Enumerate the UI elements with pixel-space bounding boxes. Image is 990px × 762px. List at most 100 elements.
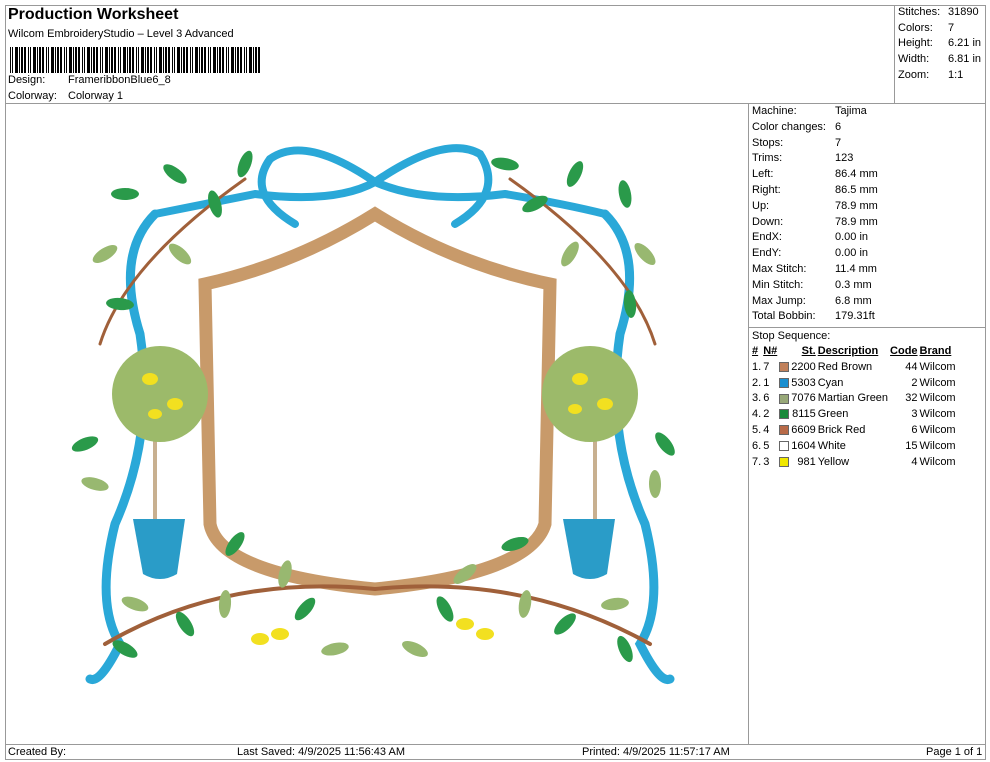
leaf bbox=[175, 611, 195, 637]
machine-value: 7 bbox=[835, 136, 842, 149]
barcode-bar bbox=[41, 47, 44, 73]
stitch-code: 1604 bbox=[791, 439, 816, 452]
stitch-code: 7076 bbox=[791, 392, 816, 405]
design-name: FrameribbonBlue6_8 bbox=[68, 74, 171, 86]
barcode-bar bbox=[213, 47, 216, 73]
stitch-code: 8115 bbox=[792, 408, 816, 421]
machine-value: 0.3 mm bbox=[835, 278, 872, 291]
leaf bbox=[522, 195, 548, 213]
stat-value: 6.81 in bbox=[948, 53, 982, 66]
leaf bbox=[501, 536, 529, 552]
stat-label: Colors: bbox=[898, 21, 933, 34]
barcode-bar bbox=[21, 47, 23, 73]
barcode-bar bbox=[77, 47, 80, 73]
machine-row: Trims: 123 bbox=[749, 151, 986, 167]
color-swatch bbox=[779, 409, 790, 420]
thread-code: 3 bbox=[911, 408, 918, 421]
colorway-label: Colorway: bbox=[8, 90, 57, 102]
barcode-bar bbox=[47, 47, 50, 73]
leaf bbox=[321, 642, 349, 656]
barcode-bar bbox=[29, 47, 32, 73]
leaf bbox=[634, 242, 656, 266]
machine-row: Machine: Tajima bbox=[749, 104, 986, 120]
barcode-bar bbox=[201, 47, 203, 73]
barcode-bar bbox=[129, 47, 131, 73]
last-saved: Last Saved: 4/9/2025 11:56:43 AM bbox=[237, 746, 405, 758]
leaf bbox=[561, 241, 579, 267]
machine-value: 0.00 in bbox=[835, 231, 869, 244]
barcode-bar bbox=[167, 47, 170, 73]
leaf bbox=[617, 635, 633, 663]
machine-row: Up: 78.9 mm bbox=[749, 199, 986, 215]
barcode-bar bbox=[234, 47, 236, 73]
stat-value: 31890 bbox=[948, 6, 979, 18]
color-swatch-cell bbox=[778, 438, 790, 454]
barcode-bar bbox=[23, 47, 26, 73]
stat-label: Zoom: bbox=[898, 68, 930, 81]
machine-value: 86.4 mm bbox=[835, 168, 878, 181]
thread-brand: Wilcom bbox=[919, 439, 956, 452]
needle-number: 4 bbox=[763, 424, 770, 437]
color-swatch-cell bbox=[778, 454, 790, 470]
barcode-bar bbox=[227, 47, 230, 73]
leaf bbox=[566, 161, 584, 187]
machine-value: Tajima bbox=[835, 105, 867, 117]
barcode-bar bbox=[244, 47, 245, 73]
column-header: Description bbox=[817, 345, 879, 358]
barcode-bar bbox=[237, 47, 239, 73]
stat-value: 1:1 bbox=[948, 68, 964, 81]
machine-row: Max Stitch: 11.4 mm bbox=[749, 262, 986, 278]
barcode-bar bbox=[190, 47, 191, 73]
barcode-bar bbox=[118, 47, 119, 73]
barcode-bar bbox=[39, 47, 41, 73]
needle-number: 1 bbox=[763, 376, 770, 389]
stop-number: 1. bbox=[752, 360, 762, 373]
barcode-bar bbox=[64, 47, 65, 73]
design-label: Design: bbox=[8, 74, 46, 86]
footer: Created By: Last Saved: 4/9/2025 11:56:4… bbox=[5, 744, 986, 760]
thread-description: Cyan bbox=[817, 376, 844, 389]
barcode-bar bbox=[198, 47, 200, 73]
barcode-bar bbox=[123, 47, 126, 73]
color-swatch bbox=[779, 425, 790, 436]
stitch-code: 6609 bbox=[791, 424, 816, 437]
machine-row: Color changes: 6 bbox=[749, 120, 986, 136]
color-swatch bbox=[779, 377, 790, 388]
leaf bbox=[208, 190, 222, 218]
barcode-bar bbox=[219, 47, 221, 73]
needle-number: 5 bbox=[763, 439, 770, 452]
header: Production Worksheet Wilcom EmbroiderySt… bbox=[5, 5, 894, 104]
leaf bbox=[491, 157, 519, 171]
barcode-bar bbox=[108, 47, 110, 73]
machine-label: EndX: bbox=[752, 231, 782, 244]
table-row: 1. 7 2200 Red Brown 44 Wilcom bbox=[751, 359, 957, 375]
stat-label: Width: bbox=[898, 53, 930, 66]
color-swatch bbox=[779, 361, 790, 372]
needle-number: 2 bbox=[763, 408, 770, 421]
thread-description: Brick Red bbox=[817, 424, 866, 437]
machine-row: Left: 86.4 mm bbox=[749, 167, 986, 183]
barcode-bar bbox=[180, 47, 182, 73]
thread-code: 15 bbox=[905, 439, 918, 452]
stat-value: 7 bbox=[948, 21, 955, 34]
barcode-bar bbox=[136, 47, 137, 73]
table-row: 2. 1 5303 Cyan 2 Wilcom bbox=[751, 375, 957, 391]
leaf bbox=[623, 290, 637, 318]
thread-brand: Wilcom bbox=[919, 392, 956, 405]
barcode-bar bbox=[36, 47, 38, 73]
barcode-bar bbox=[18, 47, 20, 73]
machine-row: Min Stitch: 0.3 mm bbox=[749, 278, 986, 294]
barcode-bar bbox=[226, 47, 227, 73]
stop-number: 4. bbox=[752, 408, 762, 421]
machine-row: Right: 86.5 mm bbox=[749, 183, 986, 199]
leaf bbox=[106, 297, 134, 311]
barcode-bar bbox=[216, 47, 218, 73]
barcode-bar bbox=[154, 47, 155, 73]
leaf bbox=[225, 532, 245, 556]
thread-code: 44 bbox=[905, 360, 918, 373]
machine-label: Max Jump: bbox=[752, 294, 806, 307]
column-header: St. bbox=[801, 345, 816, 358]
barcode-bar bbox=[10, 47, 11, 73]
barcode-bar bbox=[141, 47, 144, 73]
stat-value: 6.21 in bbox=[948, 37, 982, 50]
